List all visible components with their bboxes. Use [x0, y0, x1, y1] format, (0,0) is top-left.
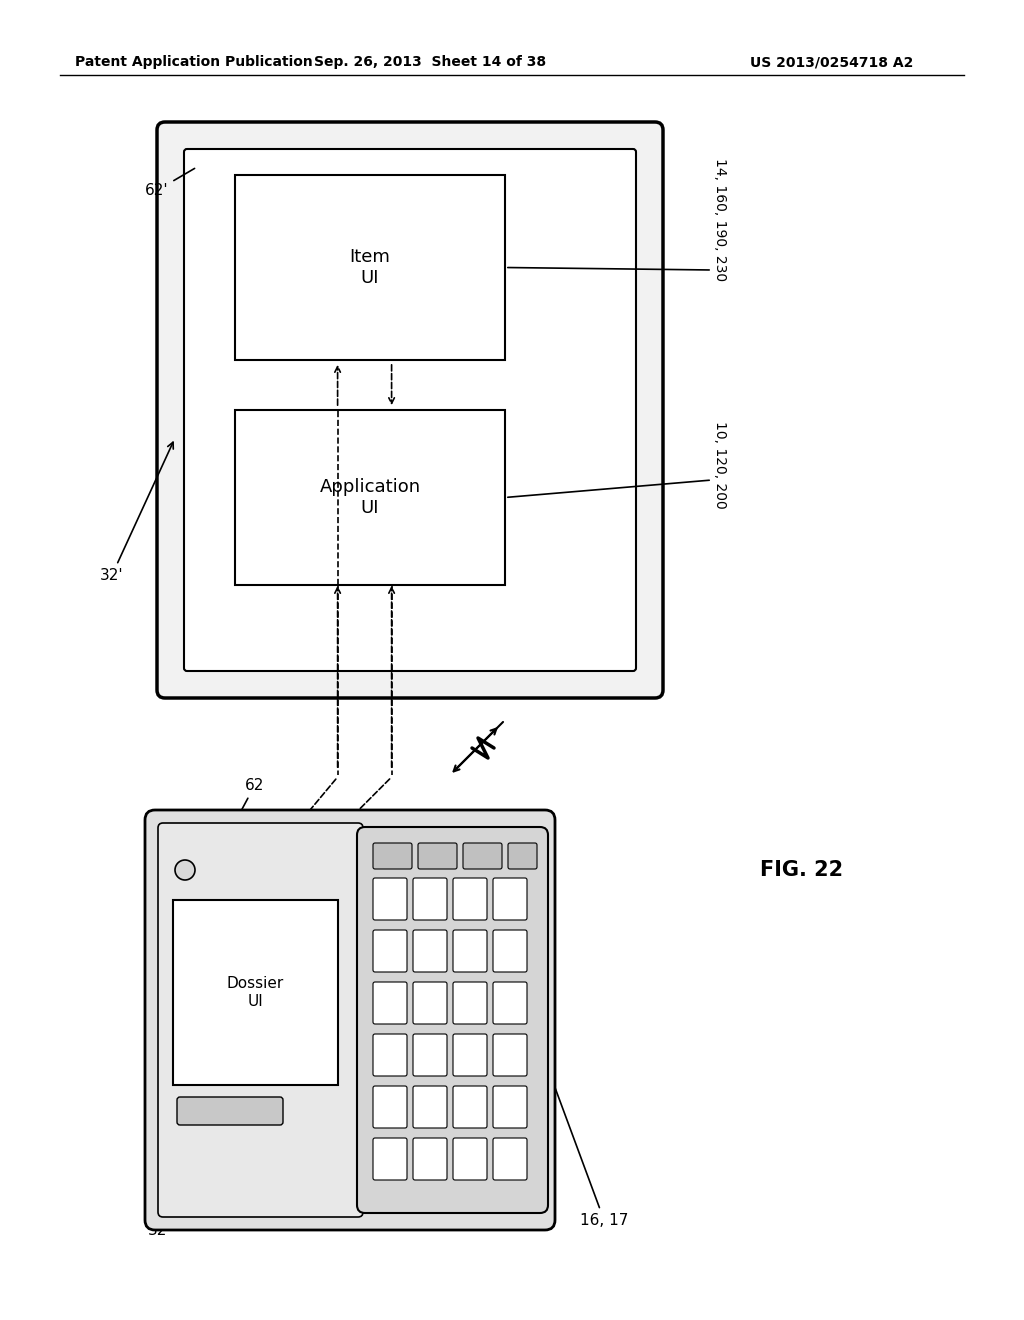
FancyBboxPatch shape — [177, 1097, 283, 1125]
FancyBboxPatch shape — [418, 843, 457, 869]
FancyBboxPatch shape — [373, 1034, 407, 1076]
FancyBboxPatch shape — [493, 1086, 527, 1129]
Text: Item
UI: Item UI — [349, 248, 390, 286]
FancyBboxPatch shape — [413, 1086, 447, 1129]
FancyBboxPatch shape — [413, 1138, 447, 1180]
FancyBboxPatch shape — [373, 1086, 407, 1129]
Text: Sep. 26, 2013  Sheet 14 of 38: Sep. 26, 2013 Sheet 14 of 38 — [314, 55, 546, 69]
Text: 32: 32 — [148, 1195, 167, 1238]
Text: 62: 62 — [189, 777, 264, 908]
FancyBboxPatch shape — [453, 1034, 487, 1076]
FancyBboxPatch shape — [453, 1086, 487, 1129]
FancyBboxPatch shape — [453, 931, 487, 972]
FancyBboxPatch shape — [493, 1034, 527, 1076]
FancyBboxPatch shape — [453, 878, 487, 920]
FancyBboxPatch shape — [413, 1034, 447, 1076]
FancyBboxPatch shape — [413, 982, 447, 1024]
Text: FIG. 22: FIG. 22 — [760, 861, 843, 880]
FancyBboxPatch shape — [463, 843, 502, 869]
FancyBboxPatch shape — [157, 121, 663, 698]
Text: Application
UI: Application UI — [319, 478, 421, 517]
Text: 14, 160, 190, 230: 14, 160, 190, 230 — [713, 158, 727, 281]
FancyBboxPatch shape — [413, 931, 447, 972]
FancyBboxPatch shape — [508, 843, 537, 869]
FancyBboxPatch shape — [373, 982, 407, 1024]
FancyBboxPatch shape — [184, 149, 636, 671]
FancyBboxPatch shape — [493, 1138, 527, 1180]
FancyBboxPatch shape — [453, 1138, 487, 1180]
FancyBboxPatch shape — [493, 982, 527, 1024]
Text: US 2013/0254718 A2: US 2013/0254718 A2 — [750, 55, 913, 69]
FancyBboxPatch shape — [373, 878, 407, 920]
Text: 32': 32' — [100, 442, 173, 583]
Bar — [234, 411, 505, 585]
FancyBboxPatch shape — [373, 843, 412, 869]
Bar — [173, 900, 338, 1085]
FancyBboxPatch shape — [357, 828, 548, 1213]
Text: Patent Application Publication: Patent Application Publication — [75, 55, 312, 69]
FancyBboxPatch shape — [493, 931, 527, 972]
FancyBboxPatch shape — [493, 878, 527, 920]
Text: 16, 17: 16, 17 — [531, 1023, 629, 1228]
Text: 10, 120, 200: 10, 120, 200 — [713, 421, 727, 510]
Circle shape — [175, 861, 195, 880]
Text: Dossier
UI: Dossier UI — [227, 977, 284, 1008]
FancyBboxPatch shape — [158, 822, 362, 1217]
FancyBboxPatch shape — [413, 878, 447, 920]
FancyBboxPatch shape — [373, 1138, 407, 1180]
FancyBboxPatch shape — [373, 931, 407, 972]
Text: 62': 62' — [145, 169, 195, 198]
Bar — [234, 176, 505, 360]
FancyBboxPatch shape — [453, 982, 487, 1024]
FancyBboxPatch shape — [145, 810, 555, 1230]
